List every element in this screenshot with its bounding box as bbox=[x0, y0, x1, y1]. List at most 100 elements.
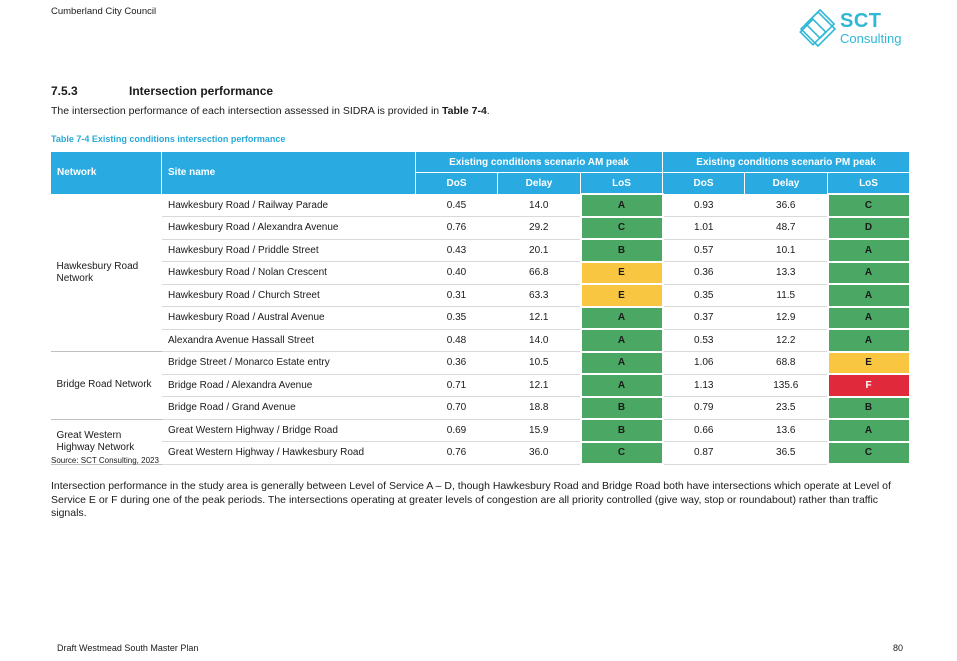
am-los-cell: A bbox=[579, 305, 664, 330]
am-dos-cell: 0.36 bbox=[415, 351, 498, 375]
pm-dos-cell: 1.01 bbox=[662, 216, 746, 240]
pm-delay-cell: 135.6 bbox=[744, 374, 829, 397]
sct-consulting-logo: SCT Consulting bbox=[798, 9, 913, 49]
table-row: Bridge Road / Grand Avenue 0.70 18.8 B 0.79 2… bbox=[51, 395, 911, 420]
pm-delay-cell: 13.6 bbox=[744, 419, 829, 442]
table-row: Bridge Road / Alexandra Avenue 0.71 12.1 A 1… bbox=[51, 373, 911, 398]
am-dos-cell: 0.70 bbox=[415, 396, 498, 420]
header-pm-peak: Existing conditions scenario PM peak bbox=[662, 151, 911, 173]
am-los-cell: B bbox=[579, 418, 664, 443]
network-cell: Great Western Highway Network bbox=[50, 419, 162, 465]
am-dos-cell: 0.45 bbox=[415, 194, 498, 217]
am-delay-cell: 63.3 bbox=[497, 284, 581, 307]
header-am-dos: DoS bbox=[415, 172, 498, 195]
am-delay-cell: 12.1 bbox=[497, 306, 581, 330]
header-pm-los: LoS bbox=[827, 172, 911, 195]
pm-delay-cell: 11.5 bbox=[744, 284, 829, 307]
am-los-cell: C bbox=[579, 215, 664, 240]
table-row: Great Western Highway / Hawkesbury Road 0… bbox=[51, 440, 911, 465]
logo-diamond-icon bbox=[799, 9, 837, 48]
pm-los-cell: F bbox=[826, 373, 911, 398]
am-delay-cell: 29.2 bbox=[497, 216, 581, 240]
pm-delay-cell: 48.7 bbox=[744, 216, 829, 240]
am-los-cell: B bbox=[579, 395, 664, 420]
table-row: Alexandra Avenue Hassall Street 0.48 14.0 A… bbox=[51, 328, 911, 353]
pm-los-cell: E bbox=[826, 350, 911, 375]
table-row: Hawkesbury Road / Alexandra Avenue 0.76 29… bbox=[51, 215, 911, 240]
pm-dos-cell: 1.13 bbox=[662, 374, 746, 397]
table-row: Hawkesbury Road / Church Street 0.31 63.3 E… bbox=[51, 283, 911, 308]
logo-sub-text: Consulting bbox=[840, 31, 902, 46]
am-delay-cell: 15.9 bbox=[497, 419, 581, 442]
pm-los-cell: B bbox=[826, 395, 911, 420]
pm-los-cell: A bbox=[826, 418, 911, 443]
site-name-cell: Hawkesbury Road / Austral Avenue bbox=[161, 306, 416, 330]
section-heading: 7.5.3 Intersection performance bbox=[51, 84, 273, 98]
pm-dos-cell: 0.37 bbox=[662, 306, 746, 330]
am-dos-cell: 0.40 bbox=[415, 261, 498, 285]
am-los-cell: C bbox=[579, 440, 664, 465]
body-paragraph: Intersection performance in the study ar… bbox=[51, 480, 891, 519]
am-delay-cell: 14.0 bbox=[497, 329, 581, 352]
footer-document-title: Draft Westmead South Master Plan bbox=[57, 643, 199, 653]
table-row: Hawkesbury Road / Nolan Crescent 0.40 66.8… bbox=[51, 260, 911, 285]
am-los-cell: A bbox=[579, 350, 664, 375]
pm-delay-cell: 68.8 bbox=[744, 351, 829, 375]
am-dos-cell: 0.31 bbox=[415, 284, 498, 307]
am-delay-cell: 14.0 bbox=[497, 194, 581, 217]
intro-paragraph: The intersection performance of each int… bbox=[51, 105, 490, 117]
am-delay-cell: 18.8 bbox=[497, 396, 581, 420]
site-name-cell: Bridge Road / Alexandra Avenue bbox=[161, 374, 416, 397]
intro-text-end: . bbox=[486, 105, 490, 117]
pm-delay-cell: 36.5 bbox=[744, 441, 829, 465]
am-dos-cell: 0.35 bbox=[415, 306, 498, 330]
am-delay-cell: 12.1 bbox=[497, 374, 581, 397]
am-dos-cell: 0.43 bbox=[415, 239, 498, 262]
am-los-cell: E bbox=[579, 260, 664, 285]
pm-delay-cell: 36.6 bbox=[744, 194, 829, 217]
am-los-cell: E bbox=[579, 283, 664, 308]
site-name-cell: Great Western Highway / Hawkesbury Road bbox=[161, 441, 416, 465]
table-caption: Table 7-4 Existing conditions intersecti… bbox=[51, 134, 286, 144]
table-row: Bridge Road Network Bridge Street / Monar… bbox=[50, 350, 911, 420]
pm-los-cell: A bbox=[826, 305, 911, 330]
table-row: Great Western Highway Network Great Weste… bbox=[50, 418, 911, 465]
table-row: Hawkesbury Road Network Hawkesbury Road /… bbox=[50, 193, 911, 352]
site-name-cell: Great Western Highway / Bridge Road bbox=[161, 419, 416, 442]
am-delay-cell: 36.0 bbox=[497, 441, 581, 465]
pm-dos-cell: 0.79 bbox=[662, 396, 746, 420]
am-los-cell: A bbox=[579, 328, 664, 353]
site-name-cell: Hawkesbury Road / Nolan Crescent bbox=[161, 261, 416, 285]
organisation-name: Cumberland City Council bbox=[51, 6, 157, 17]
network-cell: Hawkesbury Road Network bbox=[50, 194, 162, 352]
table-row: Hawkesbury Road / Priddle Street 0.43 20.1… bbox=[51, 238, 911, 263]
header-network: Network bbox=[50, 151, 162, 195]
table-source: Source: SCT Consulting, 2023 bbox=[51, 456, 159, 465]
am-delay-cell: 20.1 bbox=[497, 239, 581, 262]
pm-delay-cell: 12.9 bbox=[744, 306, 829, 330]
site-name-cell: Alexandra Avenue Hassall Street bbox=[161, 329, 416, 352]
pm-los-cell: A bbox=[826, 260, 911, 285]
am-delay-cell: 10.5 bbox=[497, 351, 581, 375]
site-name-cell: Hawkesbury Road / Church Street bbox=[161, 284, 416, 307]
site-name-cell: Hawkesbury Road / Alexandra Avenue bbox=[161, 216, 416, 240]
pm-delay-cell: 23.5 bbox=[744, 396, 829, 420]
am-delay-cell: 66.8 bbox=[497, 261, 581, 285]
pm-dos-cell: 1.06 bbox=[662, 351, 746, 375]
site-name-cell: Hawkesbury Road / Railway Parade bbox=[161, 194, 416, 217]
pm-los-cell: A bbox=[826, 283, 911, 308]
footer-page-number: 80 bbox=[893, 643, 904, 653]
pm-dos-cell: 0.57 bbox=[662, 239, 746, 262]
intersection-performance-table: Network Site name Existing conditions sc… bbox=[50, 151, 911, 465]
header-site-name: Site name bbox=[161, 151, 416, 195]
pm-los-cell: A bbox=[826, 328, 911, 353]
pm-dos-cell: 0.36 bbox=[662, 261, 746, 285]
pm-los-cell: A bbox=[826, 238, 911, 263]
pm-dos-cell: 0.35 bbox=[662, 284, 746, 307]
pm-delay-cell: 13.3 bbox=[744, 261, 829, 285]
pm-dos-cell: 0.93 bbox=[662, 194, 746, 217]
site-name-cell: Hawkesbury Road / Priddle Street bbox=[161, 239, 416, 262]
header-am-los: LoS bbox=[579, 172, 664, 195]
pm-los-cell: C bbox=[826, 440, 911, 465]
pm-dos-cell: 0.66 bbox=[662, 419, 746, 442]
